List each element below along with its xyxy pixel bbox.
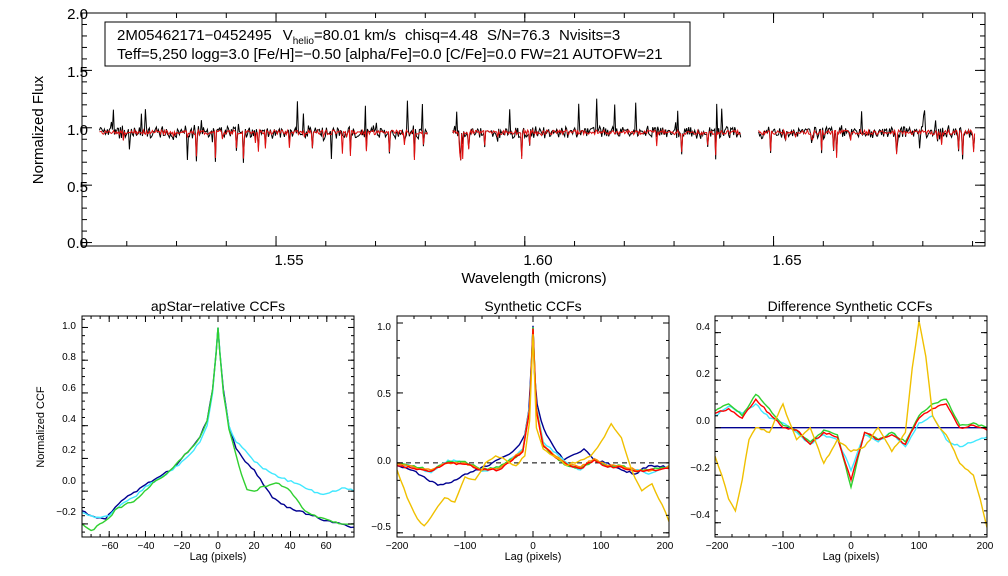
ccf-series-visit-4 <box>715 397 987 483</box>
ccf-panel-synthetic: Synthetic CCFs −0.5 0.0 0.5 1.0 −200 −10… <box>371 298 674 563</box>
ccf1-ytick-label: 0.0 <box>62 476 76 487</box>
ccf3-axes-frame <box>714 315 988 538</box>
ccf1-xtick-label: −60 <box>102 541 119 552</box>
ccf2-xtick-label: 200 <box>657 541 674 552</box>
ccf-series-visit-2 <box>82 327 354 519</box>
ccf1-ticks <box>81 316 355 537</box>
ccf1-ytick-label: 0.2 <box>62 445 76 456</box>
velocity-symbol: V <box>283 27 293 44</box>
model-spectrum-red <box>758 128 976 158</box>
ccf3-xtick-label: 200 <box>977 541 994 552</box>
ccf1-ytick-label: 0.4 <box>62 414 76 425</box>
ccf1-lines <box>82 327 354 532</box>
info-box <box>104 21 691 67</box>
ccf1-ylabel: Normalized CCF <box>35 386 47 468</box>
ccf-series-visit-2 <box>715 402 987 473</box>
ccf3-ytick-label: 0.0 <box>696 416 710 427</box>
spectrum-xtick-label: 1.60 <box>523 252 552 269</box>
spectrum-ytick-label: 0.5 <box>67 179 88 196</box>
ccf2-title: Synthetic CCFs <box>484 298 581 314</box>
ccf2-xtick-label: 0 <box>530 541 536 552</box>
ccf1-xtick-label: 0 <box>215 541 221 552</box>
ccf-series-synthetic <box>715 320 987 528</box>
nvisits-value: Nvisits=3 <box>559 27 620 44</box>
ccf1-ytick-label: −0.2 <box>56 507 76 518</box>
ccf-series-group <box>715 320 987 528</box>
ccf3-ytick-label: −0.2 <box>690 463 710 474</box>
ccf1-xtick-label: 60 <box>320 541 332 552</box>
ccf2-xlabel: Lag (pixels) <box>505 551 562 563</box>
ccf3-xtick-label: −100 <box>772 541 795 552</box>
ccf1-title: apStar−relative CCFs <box>151 298 285 314</box>
ccf2-xtick-label: 100 <box>593 541 610 552</box>
ccf-series-visit-4 <box>397 328 669 473</box>
ccf3-xtick-label: −200 <box>706 541 729 552</box>
ccf2-ytick-label: 1.0 <box>377 322 391 333</box>
ccf-panel-apstar: apStar−relative CCFs −0.2 0.0 0.2 0.4 0.… <box>35 298 355 563</box>
ccf2-ytick-label: −0.5 <box>371 522 391 533</box>
spectrum-ytick-label: 2.0 <box>67 6 88 23</box>
ccf1-xtick-label: −40 <box>138 541 155 552</box>
ccf1-xlabel: Lag (pixels) <box>190 551 247 563</box>
ccf3-xtick-label: 100 <box>911 541 928 552</box>
ccf2-ticks <box>396 316 670 537</box>
spectrum-xlabel: Wavelength (microns) <box>461 270 606 287</box>
spectrum-ylabel: Normalized Flux <box>30 75 47 184</box>
ccf-series-synthetic <box>397 334 669 527</box>
ccf3-xlabel: Lag (pixels) <box>823 551 880 563</box>
ccf1-ytick-label: 0.6 <box>62 383 76 394</box>
ccf2-xtick-label: −200 <box>386 541 409 552</box>
spectrum-xtick-label: 1.55 <box>274 252 303 269</box>
velocity-subscript: helio <box>293 36 315 47</box>
velocity-value: =80.01 km/s <box>314 27 396 44</box>
spectrum-series-group <box>98 98 976 163</box>
chisq-value: chisq=4.48 <box>405 27 478 44</box>
spectrum-axes-frame <box>81 12 986 247</box>
ccf3-ytick-label: −0.4 <box>690 510 710 521</box>
ccf-series-group <box>397 325 669 527</box>
ccf-panel-difference: Difference Synthetic CCFs −0.4 −0.2 0.0 … <box>690 298 994 563</box>
spectrum-ticks <box>82 12 985 246</box>
ccf2-ytick-label: 0.0 <box>377 456 391 467</box>
ccf-series-visit-3 <box>82 327 354 532</box>
ccf1-xtick-label: −20 <box>174 541 191 552</box>
ccf1-ytick-label: 1.0 <box>62 321 76 332</box>
model-spectrum-blue <box>99 128 428 161</box>
info-line-2: Teff=5,250 logg=3.0 [Fe/H]=−0.50 [alpha/… <box>117 46 663 63</box>
spectrum-ytick-label: 1.5 <box>67 64 88 81</box>
ccf1-ytick-label: 0.8 <box>62 352 76 363</box>
ccf3-title: Difference Synthetic CCFs <box>768 298 933 314</box>
spectrum-ytick-label: 1.0 <box>67 122 88 139</box>
ccf1-xtick-label: 20 <box>248 541 260 552</box>
ccf3-lines <box>715 320 987 528</box>
star-id: 2M05462171−0452495 <box>117 27 272 44</box>
ccf-series-visit-3 <box>715 393 987 490</box>
ccf-series-group <box>82 327 354 532</box>
observed-spectrum-red <box>758 110 976 160</box>
ccf3-ticks <box>714 316 988 537</box>
model-spectrum-green <box>452 128 741 161</box>
ccf3-xtick-label: 0 <box>848 541 854 552</box>
spectrum-panel: 2.0 1.5 1.0 0.5 0.0 1.55 1.60 1.65 Wavel… <box>30 6 986 287</box>
spectrum-ytick-label: 0.0 <box>67 235 88 252</box>
ccf3-ytick-label: 0.2 <box>696 369 710 380</box>
spectrum-xtick-label: 1.65 <box>772 252 801 269</box>
sn-value: S/N=76.3 <box>487 27 550 44</box>
spectrum-lines <box>98 98 976 163</box>
ccf2-lines <box>397 325 669 527</box>
observed-spectrum-blue <box>98 100 428 163</box>
ccf2-xtick-label: −100 <box>454 541 477 552</box>
info-line-1: 2M05462171−0452495 Vhelio=80.01 km/s chisq… <box>117 27 620 47</box>
ccf1-xtick-label: 40 <box>284 541 296 552</box>
ccf2-ytick-label: 0.5 <box>377 389 391 400</box>
ccf3-ytick-label: 0.4 <box>696 322 710 333</box>
ccf-series-visit-1 <box>82 327 354 529</box>
